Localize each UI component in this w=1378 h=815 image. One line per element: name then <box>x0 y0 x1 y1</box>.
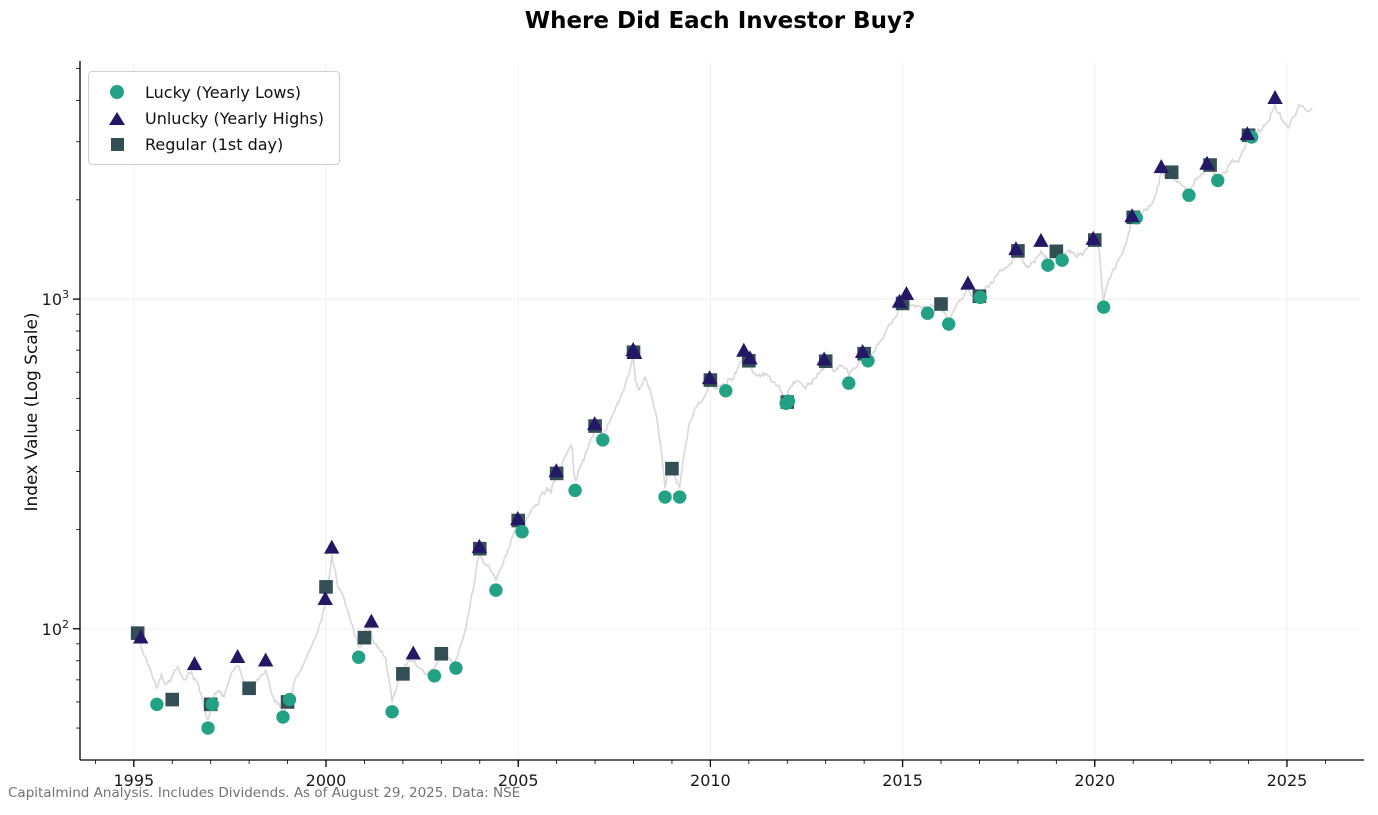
marker-unlucky-2018 <box>1033 232 1049 247</box>
lucky-circle-icon <box>110 85 124 99</box>
marker-regular-2016 <box>934 297 948 311</box>
marker-unlucky-2023 <box>1239 126 1256 141</box>
marker-unlucky-2009 <box>701 370 718 385</box>
marker-unlucky-2005 <box>548 463 564 478</box>
marker-regular-1996 <box>165 692 180 707</box>
marker-regular-2022 <box>1164 165 1179 180</box>
axes <box>73 61 1364 767</box>
marker-lucky-2010 <box>719 384 733 398</box>
y-axis-title: Index Value (Log Scale) <box>22 312 42 512</box>
marker-lucky-2020 <box>1096 300 1111 314</box>
unlucky-triangle-icon <box>109 111 125 125</box>
marker-lucky-2019 <box>1055 253 1069 267</box>
marker-unlucky-1995 <box>133 629 149 644</box>
legend: Lucky (Yearly Lows) Unlucky (Yearly High… <box>88 71 340 165</box>
marker-unlucky-2024 <box>1267 90 1283 105</box>
marker-unlucky-2006 <box>586 416 603 431</box>
legend-item-lucky: Lucky (Yearly Lows) <box>101 79 327 105</box>
marker-unlucky-2014 <box>891 293 908 308</box>
marker-regular-2002 <box>396 667 410 681</box>
marker-lucky-2002 <box>427 669 442 683</box>
marker-lucky-1999 <box>282 692 297 707</box>
marker-lucky-2006 <box>568 483 582 498</box>
index-line <box>136 103 1313 721</box>
marker-lucky-1996 <box>201 721 215 735</box>
y-tick-label-100: 102 <box>42 618 69 639</box>
marker-unlucky-2011 <box>742 350 758 365</box>
marker-lucky-2012 <box>781 394 796 408</box>
marker-regular-2000 <box>319 580 333 594</box>
tick-labels: 1995 2000 2005 2010 2015 2020 2025 102 103 <box>42 288 1308 790</box>
marker-regular-2003 <box>434 646 449 661</box>
marker-lucky-2023 <box>1211 173 1225 188</box>
legend-item-unlucky: Unlucky (Yearly Highs) <box>101 105 327 131</box>
marker-unlucky-2004 <box>510 510 526 525</box>
marker-unlucky-2020 <box>1124 208 1140 223</box>
x-tick-label-1995: 1995 <box>113 771 154 790</box>
x-tick-label-2005: 2005 <box>498 771 539 790</box>
marker-lucky-2015 <box>920 306 935 320</box>
marker-lucky-2008 <box>658 490 672 504</box>
marker-unlucky-2019 <box>1085 230 1101 245</box>
x-tick-label-2000: 2000 <box>306 771 347 790</box>
marker-unlucky-2013 <box>854 344 871 359</box>
marker-lucky-1998 <box>276 710 290 724</box>
legend-label-regular: Regular (1st day) <box>145 134 284 154</box>
marker-unlucky-2002 <box>405 645 421 660</box>
series-unlucky <box>133 90 1283 671</box>
series-lucky <box>150 130 1259 735</box>
marker-lucky-2017 <box>973 290 987 305</box>
marker-lucky-2005 <box>515 525 529 539</box>
gridlines <box>80 63 1360 760</box>
marker-regular-1998 <box>242 681 256 696</box>
marker-lucky-2003 <box>449 661 463 675</box>
marker-lucky-2001 <box>385 705 399 719</box>
x-tick-label-2010: 2010 <box>690 771 731 790</box>
marker-unlucky-1996 <box>186 656 203 671</box>
marker-unlucky-2022 <box>1199 155 1215 170</box>
marker-lucky-2007 <box>596 433 610 447</box>
marker-unlucky-2017 <box>1008 241 1024 256</box>
marker-unlucky-1998 <box>257 652 274 667</box>
marker-regular-2001 <box>357 630 372 645</box>
marker-regular-2009 <box>665 461 679 476</box>
source-note: Capitalmind Analysis. Includes Dividends… <box>8 785 521 801</box>
marker-unlucky-1999 <box>317 590 333 605</box>
chart-title: Where Did Each Investor Buy? <box>524 8 916 34</box>
marker-lucky-2016 <box>942 317 956 331</box>
marker-lucky-1997 <box>205 697 219 712</box>
marker-lucky-1995 <box>150 697 164 712</box>
legend-label-unlucky: Unlucky (Yearly Highs) <box>145 108 324 128</box>
series-regular <box>130 128 1256 712</box>
marker-unlucky-2010 <box>736 342 752 357</box>
marker-lucky-2009 <box>672 490 687 504</box>
marker-lucky-2018 <box>1041 258 1055 272</box>
marker-unlucky-2001 <box>363 613 380 628</box>
marker-lucky-2000 <box>351 650 366 664</box>
marker-unlucky-1997 <box>229 649 246 664</box>
marker-lucky-2004 <box>489 583 503 597</box>
marker-unlucky-2000 <box>324 539 340 554</box>
marker-unlucky-2021 <box>1153 159 1169 174</box>
x-tick-label-2020: 2020 <box>1074 771 1115 790</box>
marker-unlucky-2015 <box>898 285 915 300</box>
y-tick-label-1000: 103 <box>42 288 69 309</box>
marker-unlucky-2016 <box>960 275 976 290</box>
x-tick-label-2015: 2015 <box>882 771 923 790</box>
legend-label-lucky: Lucky (Yearly Lows) <box>145 82 302 102</box>
marker-unlucky-2012 <box>816 351 832 366</box>
marker-unlucky-2008 <box>626 345 643 360</box>
legend-item-regular: Regular (1st day) <box>101 131 327 157</box>
marker-unlucky-2003 <box>471 538 488 553</box>
marker-lucky-2013 <box>842 376 856 390</box>
regular-square-icon <box>110 137 124 151</box>
marker-lucky-2022 <box>1182 188 1196 202</box>
x-tick-label-2025: 2025 <box>1267 771 1308 790</box>
